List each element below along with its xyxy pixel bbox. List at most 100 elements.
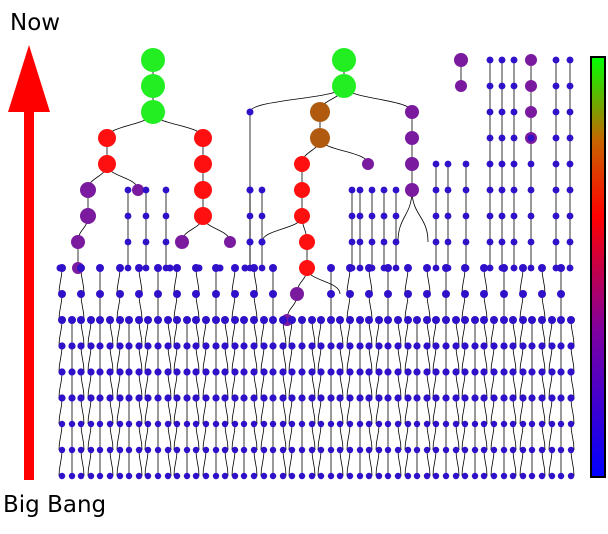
tree-node xyxy=(246,108,254,116)
tree-node xyxy=(557,290,565,298)
tree-node xyxy=(432,160,440,168)
tree-node xyxy=(173,368,181,376)
tree-node xyxy=(221,472,229,480)
tree-node xyxy=(299,234,315,250)
tree-node xyxy=(432,446,440,454)
tree-node xyxy=(144,342,152,350)
tree-node xyxy=(566,134,574,142)
tree-edge xyxy=(426,345,431,373)
tree-edge xyxy=(461,449,466,477)
tree-node xyxy=(557,316,565,324)
tree-node xyxy=(566,56,574,64)
tree-node xyxy=(365,290,373,298)
tree-node xyxy=(294,182,310,198)
tree-edge xyxy=(426,371,431,399)
tree-edge xyxy=(167,371,172,399)
tree-node xyxy=(404,394,412,402)
tree-node xyxy=(308,420,316,428)
tree-edge xyxy=(548,423,553,451)
tree-edge xyxy=(58,423,63,451)
tree-node xyxy=(346,316,354,324)
tree-edge xyxy=(339,371,344,399)
tree-edge xyxy=(109,423,114,451)
tree-node xyxy=(154,394,162,402)
tree-node xyxy=(519,472,527,480)
tree-node xyxy=(527,134,535,142)
tree-node xyxy=(279,368,287,376)
tree-node xyxy=(258,212,266,220)
tree-edge xyxy=(167,423,172,451)
tree-node xyxy=(192,316,200,324)
label-now: Now xyxy=(10,10,61,36)
tree-node xyxy=(462,160,470,168)
tree-edge xyxy=(109,371,114,399)
tree-node xyxy=(509,472,517,480)
tree-node xyxy=(231,316,239,324)
tree-node xyxy=(498,160,506,168)
tree-node xyxy=(308,316,316,324)
tree-edge xyxy=(202,423,207,451)
tree-node xyxy=(552,238,560,246)
tree-node xyxy=(279,342,287,350)
tree-edge xyxy=(317,423,322,451)
tree-node xyxy=(356,316,364,324)
tree-node xyxy=(231,342,239,350)
tree-node xyxy=(365,394,373,402)
tree-node xyxy=(510,82,518,90)
tree-edge xyxy=(541,397,546,425)
tree-node xyxy=(77,342,85,350)
tree-node xyxy=(87,420,95,428)
tree-node xyxy=(423,420,431,428)
tree-node xyxy=(77,394,85,402)
tree-node xyxy=(269,264,277,272)
tree-edge xyxy=(144,371,149,399)
tree-node xyxy=(299,260,315,276)
tree-node xyxy=(250,342,258,350)
tree-node xyxy=(317,420,325,428)
tree-edge xyxy=(231,345,236,373)
tree-edge xyxy=(202,345,207,373)
tree-node xyxy=(432,472,440,480)
tree-node xyxy=(567,368,575,376)
tree-edge xyxy=(404,449,409,477)
tree-node xyxy=(212,420,220,428)
tree-node xyxy=(461,394,469,402)
tree-node xyxy=(527,108,535,116)
tree-edge xyxy=(483,371,488,399)
tree-node xyxy=(96,368,104,376)
tree-node xyxy=(135,394,143,402)
tree-edge xyxy=(260,423,265,451)
tree-edge xyxy=(311,423,316,451)
tree-edge xyxy=(397,423,402,451)
tree-edge xyxy=(519,423,524,451)
tree-node xyxy=(173,316,181,324)
time-arrow-shaft xyxy=(24,100,34,480)
tree-edge xyxy=(138,397,143,425)
tree-node xyxy=(394,394,402,402)
tree-node xyxy=(308,368,316,376)
tree-node xyxy=(566,238,574,246)
tree-edge xyxy=(202,371,207,399)
tree-node xyxy=(231,368,239,376)
tree-node xyxy=(258,186,266,194)
tree-node xyxy=(125,472,133,480)
tree-node xyxy=(260,446,268,454)
tree-node xyxy=(246,264,254,272)
tree-edge xyxy=(570,397,575,425)
tree-node xyxy=(212,290,220,298)
tree-node xyxy=(231,472,239,480)
tree-node xyxy=(231,394,239,402)
tree-node xyxy=(557,472,565,480)
tree-node xyxy=(310,102,330,122)
tree-node xyxy=(471,394,479,402)
tree-node xyxy=(405,157,419,171)
tree-node xyxy=(250,420,258,428)
tree-node xyxy=(250,368,258,376)
tree-node xyxy=(527,186,535,194)
tree-node xyxy=(68,420,76,428)
tree-node xyxy=(202,394,210,402)
tree-node xyxy=(327,264,335,272)
tree-node xyxy=(80,208,96,224)
tree-node xyxy=(135,472,143,480)
tree-edge xyxy=(253,449,258,477)
